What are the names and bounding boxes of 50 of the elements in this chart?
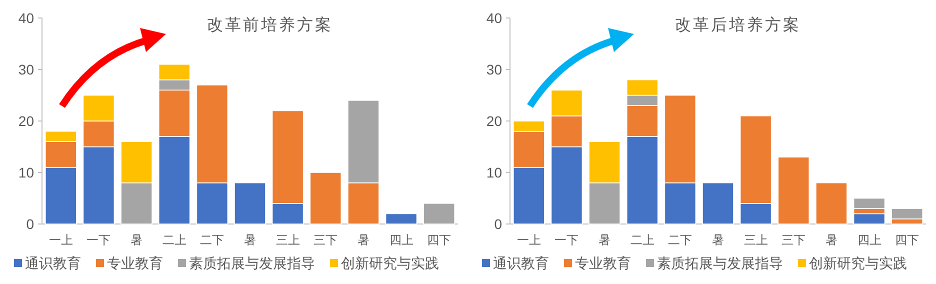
x-tick-label: 四下 <box>427 233 452 247</box>
bar <box>816 182 848 224</box>
bar <box>778 156 810 224</box>
x-tick-label: 一上 <box>48 233 73 247</box>
legend-label: 创新研究与实践 <box>341 255 439 271</box>
x-tick-label: 四上 <box>389 233 414 247</box>
x-tick-label: 三上 <box>744 233 768 247</box>
bar <box>234 182 266 224</box>
x-tick-label: 三下 <box>782 233 806 247</box>
x-tick-label: 二上 <box>630 233 654 247</box>
bar <box>423 203 455 224</box>
x-tick-label: 暑 <box>357 233 370 247</box>
y-tick-label: 0 <box>494 216 502 232</box>
x-tick-label: 暑 <box>130 233 143 247</box>
y-tick-label: 30 <box>486 62 502 78</box>
x-tick-label: 一上 <box>516 233 541 247</box>
x-tick-label: 四上 <box>857 233 882 247</box>
x-tick-label: 二下 <box>668 233 692 247</box>
chart-title: 改革后培养方案 <box>675 16 801 34</box>
y-tick-label: 20 <box>18 113 34 129</box>
y-tick-label: 20 <box>486 113 502 129</box>
x-tick-label: 一下 <box>86 233 111 247</box>
x-tick-label: 二上 <box>162 233 186 247</box>
x-tick-label: 一下 <box>554 233 579 247</box>
y-tick-label: 40 <box>18 10 34 26</box>
legend-label: 创新研究与实践 <box>809 255 907 271</box>
x-tick-label: 暑 <box>244 233 256 247</box>
y-tick-label: 10 <box>18 164 34 180</box>
x-tick-label: 暑 <box>712 233 724 247</box>
legend-label: 专业教育 <box>575 255 631 271</box>
x-tick-label: 三上 <box>276 233 300 247</box>
bar <box>853 213 886 224</box>
legend-label: 通识教育 <box>493 255 549 271</box>
legend-label: 素质拓展与发展指导 <box>657 255 783 271</box>
y-tick-label: 30 <box>18 62 34 78</box>
y-tick-label: 10 <box>486 164 502 180</box>
legend-label: 专业教育 <box>107 255 163 271</box>
chart-title: 改革前培养方案 <box>207 16 333 34</box>
bar <box>310 172 342 224</box>
bar <box>385 213 418 224</box>
y-tick-label: 0 <box>26 216 34 232</box>
x-tick-label: 四下 <box>895 233 920 247</box>
bar <box>702 182 734 224</box>
legend-label: 素质拓展与发展指导 <box>189 255 315 271</box>
x-tick-label: 暑 <box>825 233 838 247</box>
x-tick-label: 暑 <box>598 233 611 247</box>
y-tick-label: 40 <box>486 10 502 26</box>
legend-label: 通识教育 <box>25 255 81 271</box>
x-tick-label: 三下 <box>314 233 338 247</box>
x-tick-label: 二下 <box>200 233 224 247</box>
